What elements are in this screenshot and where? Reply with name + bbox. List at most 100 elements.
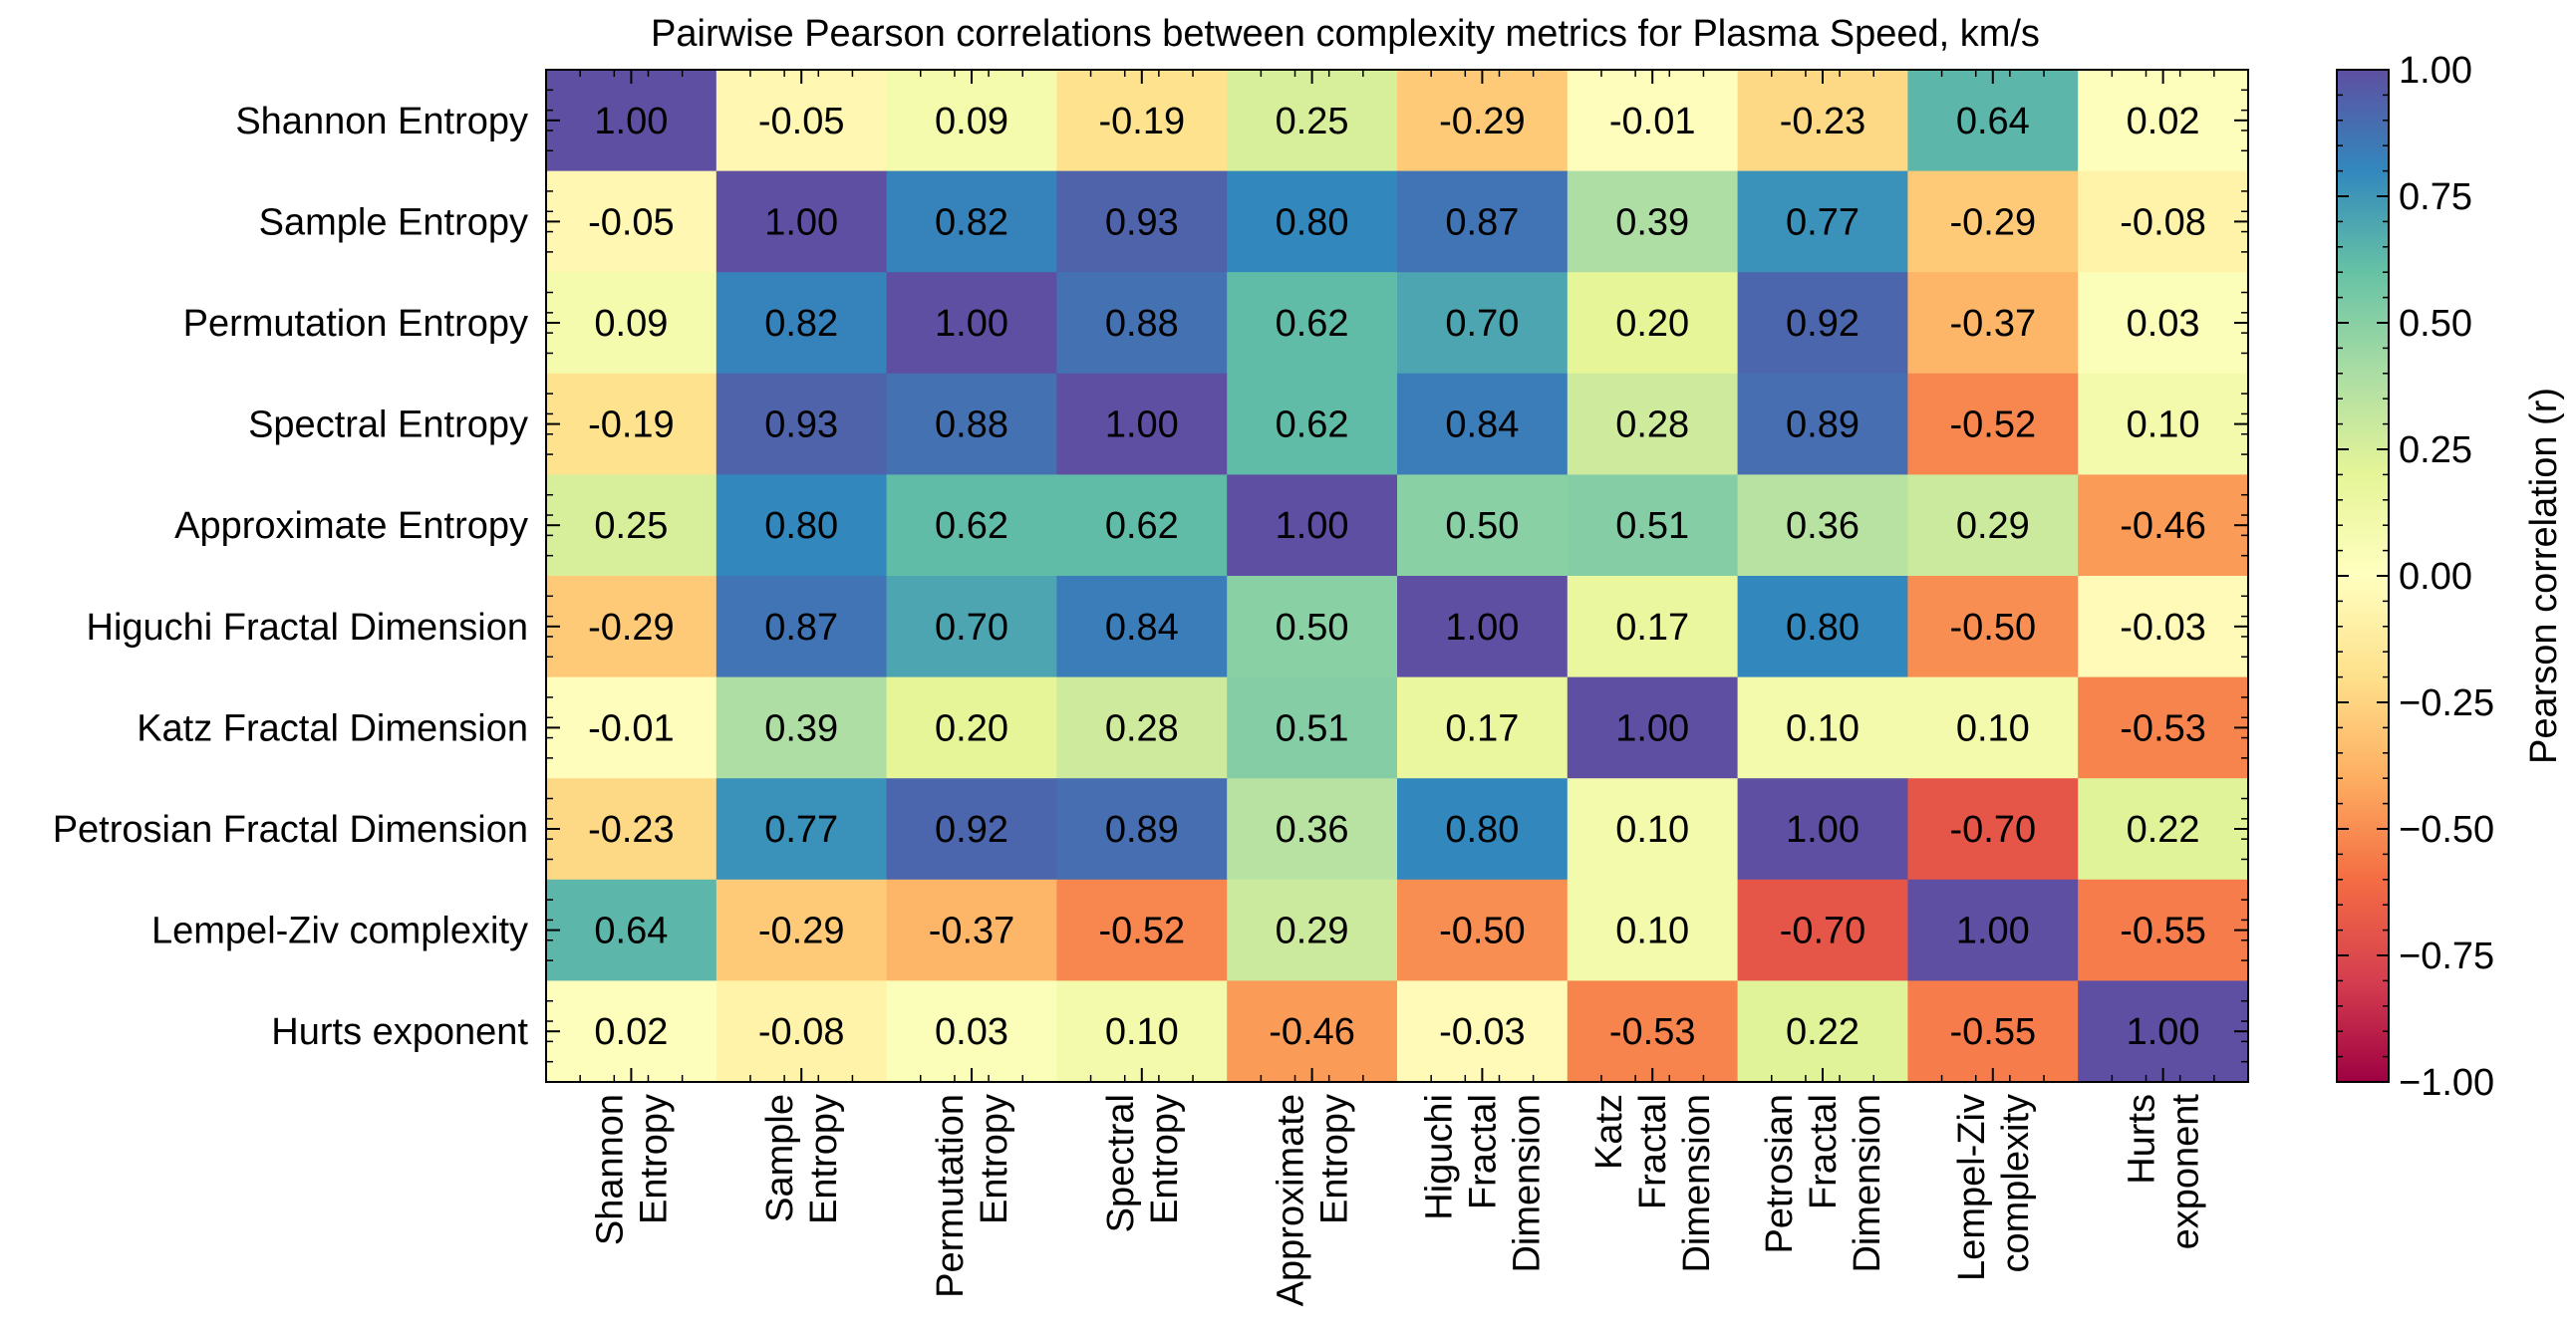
column-label-line: Dimension — [1847, 1094, 1888, 1273]
heatmap-cell — [1227, 70, 1398, 172]
cell-value-label: 0.02 — [594, 1011, 668, 1053]
cell-value-label: -0.55 — [2120, 911, 2206, 952]
colorbar-tick-label: 1.00 — [2399, 50, 2472, 92]
cell-value-label: 0.87 — [764, 607, 838, 649]
cell-value-label: 0.70 — [935, 607, 1008, 649]
cell-value-label: -0.23 — [588, 809, 675, 851]
heatmap-cell — [886, 474, 1057, 577]
column-label: PermutationEntropy — [930, 1094, 1015, 1298]
column-label-line: Fractal — [1632, 1094, 1674, 1209]
column-label-line: Petrosian — [1759, 1094, 1801, 1254]
heatmap-cell — [1056, 170, 1228, 273]
heatmap-cell — [546, 879, 717, 981]
heatmap-cell — [546, 576, 717, 678]
cell-value-label: 0.80 — [1786, 607, 1860, 649]
heatmap-cell — [716, 576, 888, 678]
cell-value-label: 1.00 — [1445, 607, 1519, 649]
cell-value-label: -0.08 — [2120, 201, 2206, 243]
heatmap-cell — [886, 70, 1057, 172]
colorbar-tick-label: −0.50 — [2399, 809, 2494, 851]
heatmap-cell — [1567, 373, 1739, 475]
heatmap-cell — [886, 879, 1057, 981]
heatmap-cell — [546, 70, 717, 172]
cell-value-label: 0.28 — [1105, 707, 1179, 749]
heatmap-cell — [2078, 576, 2249, 678]
column-label-line: Lempel-Ziv — [1951, 1094, 1993, 1281]
column-label: ShannonEntropy — [589, 1094, 675, 1245]
cell-value-label: 0.20 — [1615, 303, 1689, 345]
cell-value-label: -0.05 — [588, 201, 675, 243]
column-label-line: Entropy — [1314, 1094, 1356, 1224]
cell-value-label: 0.93 — [1105, 201, 1179, 243]
cell-value-label: 0.10 — [1956, 707, 2030, 749]
heatmap-cell — [1907, 170, 2079, 273]
heatmap-cell — [1227, 272, 1398, 375]
cell-value-label: 0.39 — [764, 707, 838, 749]
cell-value-label: 0.88 — [1105, 303, 1179, 345]
heatmap-cell — [1056, 70, 1228, 172]
cell-value-label: 0.29 — [1956, 505, 2030, 547]
column-label-line: Higuchi — [1418, 1094, 1460, 1220]
cell-value-label: 0.50 — [1445, 505, 1519, 547]
cell-value-label: -0.23 — [1780, 101, 1866, 142]
heatmap-cell — [1737, 70, 1908, 172]
heatmap-cell — [1737, 272, 1908, 375]
heatmap-cell — [1567, 879, 1739, 981]
heatmap-cell — [2078, 980, 2249, 1083]
column-label-line: Spectral — [1100, 1094, 1142, 1232]
heatmap-cell — [886, 373, 1057, 475]
cell-value-label: -0.50 — [1949, 607, 2036, 649]
row-label: Higuchi Fractal Dimension — [87, 607, 529, 649]
heatmap-cell — [2078, 474, 2249, 577]
cell-value-label: 1.00 — [594, 101, 668, 142]
heatmap-cell — [716, 474, 888, 577]
cell-value-label: 0.82 — [935, 201, 1008, 243]
cell-value-label: 0.80 — [1445, 809, 1519, 851]
column-label-line: Fractal — [1462, 1094, 1504, 1209]
column-label-line: exponent — [2165, 1094, 2207, 1250]
column-label: KatzFractalDimension — [1588, 1094, 1718, 1273]
cell-value-label: 0.17 — [1445, 707, 1519, 749]
heatmap-cell — [546, 676, 717, 779]
row-label: Shannon Entropy — [235, 101, 528, 142]
cell-value-label: 0.89 — [1786, 404, 1860, 446]
heatmap-cell — [1056, 676, 1228, 779]
cell-value-label: 0.84 — [1105, 607, 1179, 649]
heatmap-cell — [1056, 980, 1228, 1083]
cell-value-label: 0.39 — [1615, 201, 1689, 243]
column-label: SpectralEntropy — [1100, 1094, 1186, 1232]
heatmap-cell — [1907, 474, 2079, 577]
heatmap-cell — [1737, 778, 1908, 881]
heatmap-cells: 1.00 -0.05 0.09 -0.19 0.25 -0.29 -0.01 -0.23 0.6… — [546, 70, 2249, 1083]
cell-value-label: -0.46 — [2120, 505, 2206, 547]
heatmap-cell — [716, 879, 888, 981]
column-label-line: Hurts — [2122, 1094, 2163, 1185]
cell-value-label: -0.03 — [1439, 1011, 1526, 1053]
heatmap-cell — [886, 272, 1057, 375]
heatmap-cell — [716, 170, 888, 273]
cell-value-label: 0.64 — [594, 911, 668, 952]
heatmap-cell — [1056, 879, 1228, 981]
heatmap-cell — [546, 474, 717, 577]
heatmap-cell — [1397, 980, 1569, 1083]
cell-value-label: -0.01 — [588, 707, 675, 749]
cell-value-label: 0.02 — [2127, 101, 2200, 142]
cell-value-label: 0.36 — [1276, 809, 1349, 851]
cell-value-label: 0.64 — [1956, 101, 2030, 142]
colorbar-tick-label: −1.00 — [2399, 1062, 2494, 1104]
heatmap-cell — [886, 676, 1057, 779]
cell-value-label: 0.29 — [1276, 911, 1349, 952]
colorbar-tick-label: 0.00 — [2399, 556, 2472, 598]
row-label: Approximate Entropy — [174, 505, 528, 547]
column-label: ApproximateEntropy — [1271, 1094, 1356, 1306]
column-label-line: Fractal — [1803, 1094, 1845, 1209]
row-label: Hurts exponent — [271, 1011, 528, 1053]
cell-value-label: 0.03 — [2127, 303, 2200, 345]
cell-value-label: 0.77 — [1786, 201, 1860, 243]
heatmap-cell — [1397, 576, 1569, 678]
heatmap-cell — [1907, 676, 2079, 779]
heatmap-cell — [886, 778, 1057, 881]
heatmap-cell — [1737, 170, 1908, 273]
cell-value-label: 0.93 — [764, 404, 838, 446]
